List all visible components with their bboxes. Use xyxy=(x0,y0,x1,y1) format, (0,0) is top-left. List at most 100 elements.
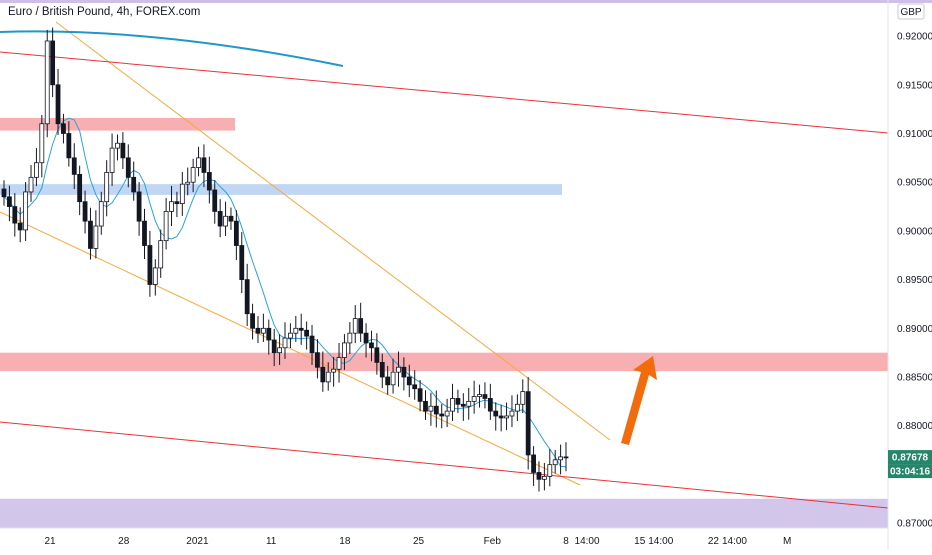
candle-body xyxy=(309,335,315,354)
y-tick-label: 0.89500 xyxy=(897,275,932,286)
candle xyxy=(12,193,18,237)
candle-body xyxy=(433,405,439,415)
candle xyxy=(433,390,439,428)
y-tick-label: 0.87000 xyxy=(897,519,932,530)
candle-body xyxy=(525,391,531,456)
candle-body xyxy=(120,142,126,159)
candle xyxy=(179,171,185,216)
x-tick-label: 11 xyxy=(266,536,277,547)
x-tick-label: M xyxy=(783,536,791,547)
candle xyxy=(250,303,255,340)
x-tick-label: 8 xyxy=(563,536,569,547)
candle xyxy=(509,395,515,428)
demand-zone xyxy=(0,498,888,528)
candle-body xyxy=(185,181,191,185)
candle xyxy=(282,322,288,359)
candle-body xyxy=(217,211,223,227)
candle-body xyxy=(536,472,542,480)
candle xyxy=(131,161,137,201)
candle xyxy=(190,158,196,193)
candle xyxy=(390,358,396,394)
candle-body xyxy=(266,327,272,341)
x-tick-label: 14:00 xyxy=(722,536,747,547)
candle-body xyxy=(244,279,250,315)
x-tick-label: 25 xyxy=(413,536,425,547)
y-tick-label: 0.91500 xyxy=(897,80,932,91)
candle xyxy=(125,144,131,188)
candle-body xyxy=(7,196,12,207)
chart-title: Euro / British Pound, 4h, FOREX.com xyxy=(8,6,200,18)
candle-body xyxy=(520,391,526,405)
candle-body xyxy=(228,215,234,222)
candle xyxy=(255,316,261,344)
candle xyxy=(487,383,493,420)
candle-body xyxy=(552,459,558,466)
candle-body xyxy=(509,410,515,417)
candle xyxy=(504,402,509,431)
candle xyxy=(120,132,126,169)
candle xyxy=(136,182,142,236)
candle-body xyxy=(504,415,509,419)
candle xyxy=(93,210,99,259)
candle-body xyxy=(104,172,110,203)
candle xyxy=(304,321,310,350)
candle-body xyxy=(379,362,385,378)
candle-body xyxy=(315,352,320,368)
candle xyxy=(563,442,569,472)
candle xyxy=(223,201,228,236)
candle-body xyxy=(163,211,169,242)
candle-body xyxy=(71,157,77,175)
candle xyxy=(7,185,12,222)
candle xyxy=(336,342,342,383)
candle xyxy=(541,462,547,491)
candle xyxy=(450,383,455,422)
currency-button[interactable] xyxy=(897,3,925,20)
candle xyxy=(482,382,488,409)
candle xyxy=(352,305,358,344)
x-tick-label: 15 xyxy=(634,536,646,547)
candle xyxy=(401,357,407,391)
candle-body xyxy=(250,313,255,329)
candle-body xyxy=(28,176,34,193)
candle-body xyxy=(212,189,218,212)
candle xyxy=(520,379,526,414)
candle-body xyxy=(444,410,450,417)
candle xyxy=(347,322,353,355)
candle xyxy=(342,334,347,370)
candle-body xyxy=(498,415,504,419)
candle-body xyxy=(152,267,158,285)
candle-body xyxy=(233,220,239,246)
candle xyxy=(23,182,29,242)
candle xyxy=(206,156,212,204)
candle-body xyxy=(206,172,212,191)
candle-body xyxy=(439,413,445,417)
trendline-lower xyxy=(0,421,889,509)
candle xyxy=(477,384,482,408)
candle xyxy=(50,27,56,98)
candle xyxy=(39,114,45,178)
y-tick-label: 0.90000 xyxy=(897,226,932,237)
candle xyxy=(185,167,191,196)
candle-body xyxy=(88,220,93,249)
candle xyxy=(396,351,401,387)
candle-body xyxy=(55,84,61,125)
resistance-zone xyxy=(0,352,888,372)
candle xyxy=(514,394,520,422)
candle xyxy=(104,160,110,217)
candle-body xyxy=(450,398,455,412)
candle-body xyxy=(423,400,428,412)
candle-body xyxy=(44,40,50,125)
candle-body xyxy=(190,167,196,183)
candle-body xyxy=(277,347,282,354)
candle-body xyxy=(401,366,407,378)
candle-body xyxy=(223,215,228,227)
candle-body xyxy=(158,240,164,269)
x-tick-label: 28 xyxy=(118,536,130,547)
candle xyxy=(244,263,250,326)
candle xyxy=(493,402,499,431)
x-tick-label: 21 xyxy=(44,536,56,547)
candle xyxy=(174,191,180,218)
candle xyxy=(531,446,536,486)
candle xyxy=(152,259,158,296)
